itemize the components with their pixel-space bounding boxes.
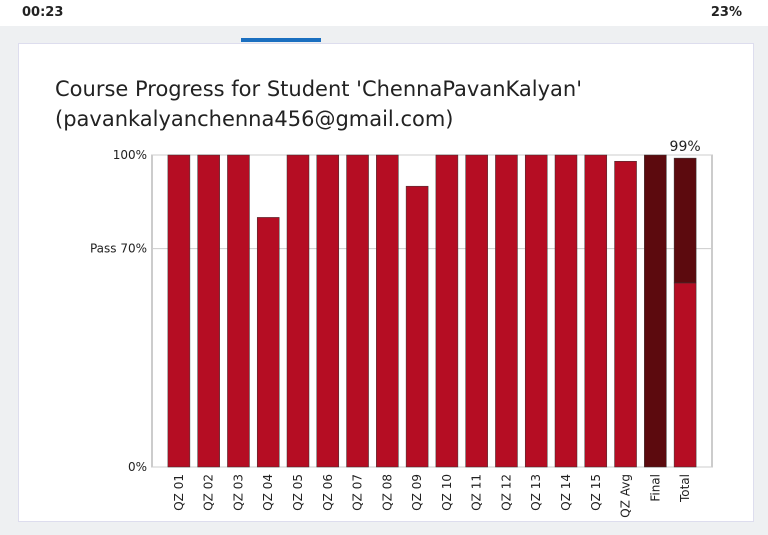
x-tick-label: QZ 05 [291,474,305,511]
x-tick-label: QZ 10 [440,474,454,511]
y-tick-label: Pass 70% [90,242,147,256]
bar [376,154,399,468]
bar [435,154,459,468]
x-tick-label: QZ 03 [231,474,245,511]
x-tick-label: Final [648,474,662,502]
y-tick-label: 100% [113,148,147,162]
status-bar: 00:23 23% [0,0,768,26]
bar [316,154,340,468]
bar [465,154,488,468]
x-tick-label: QZ 12 [499,474,513,511]
data-label: 99% [670,139,701,155]
bar [495,154,518,468]
x-tick-label: QZ 15 [589,474,603,511]
x-tick-label: QZ 06 [321,474,335,511]
bar [524,154,548,468]
status-battery: 23% [710,5,742,20]
y-tick-label: 0% [128,460,147,474]
chart-title: Course Progress for Student 'ChennaPavan… [55,77,583,131]
x-tick-label: QZ 11 [470,474,484,511]
x-tick-label: QZ 09 [410,474,424,511]
bar [286,154,310,468]
status-time: 00:23 [22,5,64,20]
x-tick-label: QZ 01 [172,474,186,511]
x-tick-label: QZ 04 [261,474,275,511]
x-tick-label: QZ 08 [380,474,394,511]
bar [584,154,608,468]
x-tick-label: QZ 07 [351,474,365,511]
bar [673,282,697,468]
bar [614,160,637,468]
bar [256,217,280,468]
bar [346,154,369,468]
x-tick-label: QZ Avg [619,474,633,518]
bar [673,157,697,284]
bar [644,154,667,468]
bar [554,154,578,468]
bar [405,185,429,468]
x-tick-label: QZ 13 [529,474,543,511]
bar [167,154,191,468]
x-tick-label: Total [678,474,692,503]
x-tick-label: QZ 02 [202,474,216,511]
x-tick-label: QZ 14 [559,474,573,511]
bar [227,154,250,468]
bar [197,154,220,468]
active-tab-indicator [241,38,321,42]
